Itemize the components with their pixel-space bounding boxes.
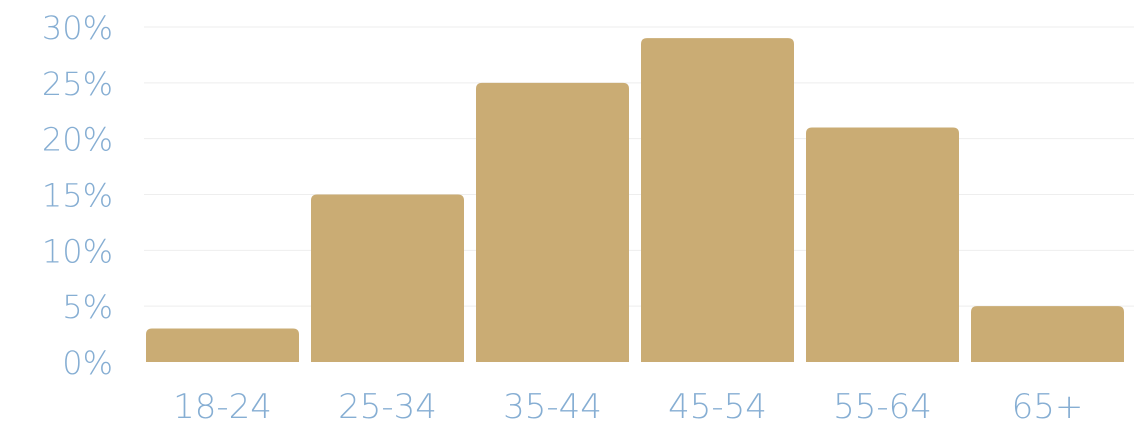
bar-25-34 bbox=[311, 194, 464, 362]
bars bbox=[146, 38, 1124, 363]
x-axis-ticks: 18-24 25-34 35-44 45-54 55-64 65+ bbox=[173, 387, 1084, 427]
y-tick-label: 0% bbox=[62, 344, 113, 382]
x-tick-label: 45-54 bbox=[668, 387, 767, 426]
bar-18-24 bbox=[146, 328, 299, 362]
y-axis-ticks: 0% 5% 10% 15% 20% 25% 30% bbox=[42, 9, 113, 382]
gridlines bbox=[144, 26, 1134, 307]
bar-55-64 bbox=[806, 127, 959, 362]
bar-35-44 bbox=[476, 82, 629, 362]
y-tick-label: 30% bbox=[42, 9, 113, 47]
x-tick-label: 55-64 bbox=[833, 387, 932, 426]
y-tick-label: 25% bbox=[42, 65, 113, 103]
x-tick-label: 25-34 bbox=[338, 387, 437, 426]
x-tick-label: 18-24 bbox=[173, 387, 272, 426]
bar-45-54 bbox=[641, 38, 794, 363]
y-tick-label: 10% bbox=[42, 232, 113, 270]
y-tick-label: 20% bbox=[42, 121, 113, 159]
bar-65+ bbox=[971, 306, 1124, 362]
y-tick-label: 15% bbox=[42, 177, 113, 215]
x-tick-label: 35-44 bbox=[503, 387, 602, 426]
y-tick-label: 5% bbox=[62, 288, 113, 326]
x-tick-label: 65+ bbox=[1012, 387, 1084, 426]
